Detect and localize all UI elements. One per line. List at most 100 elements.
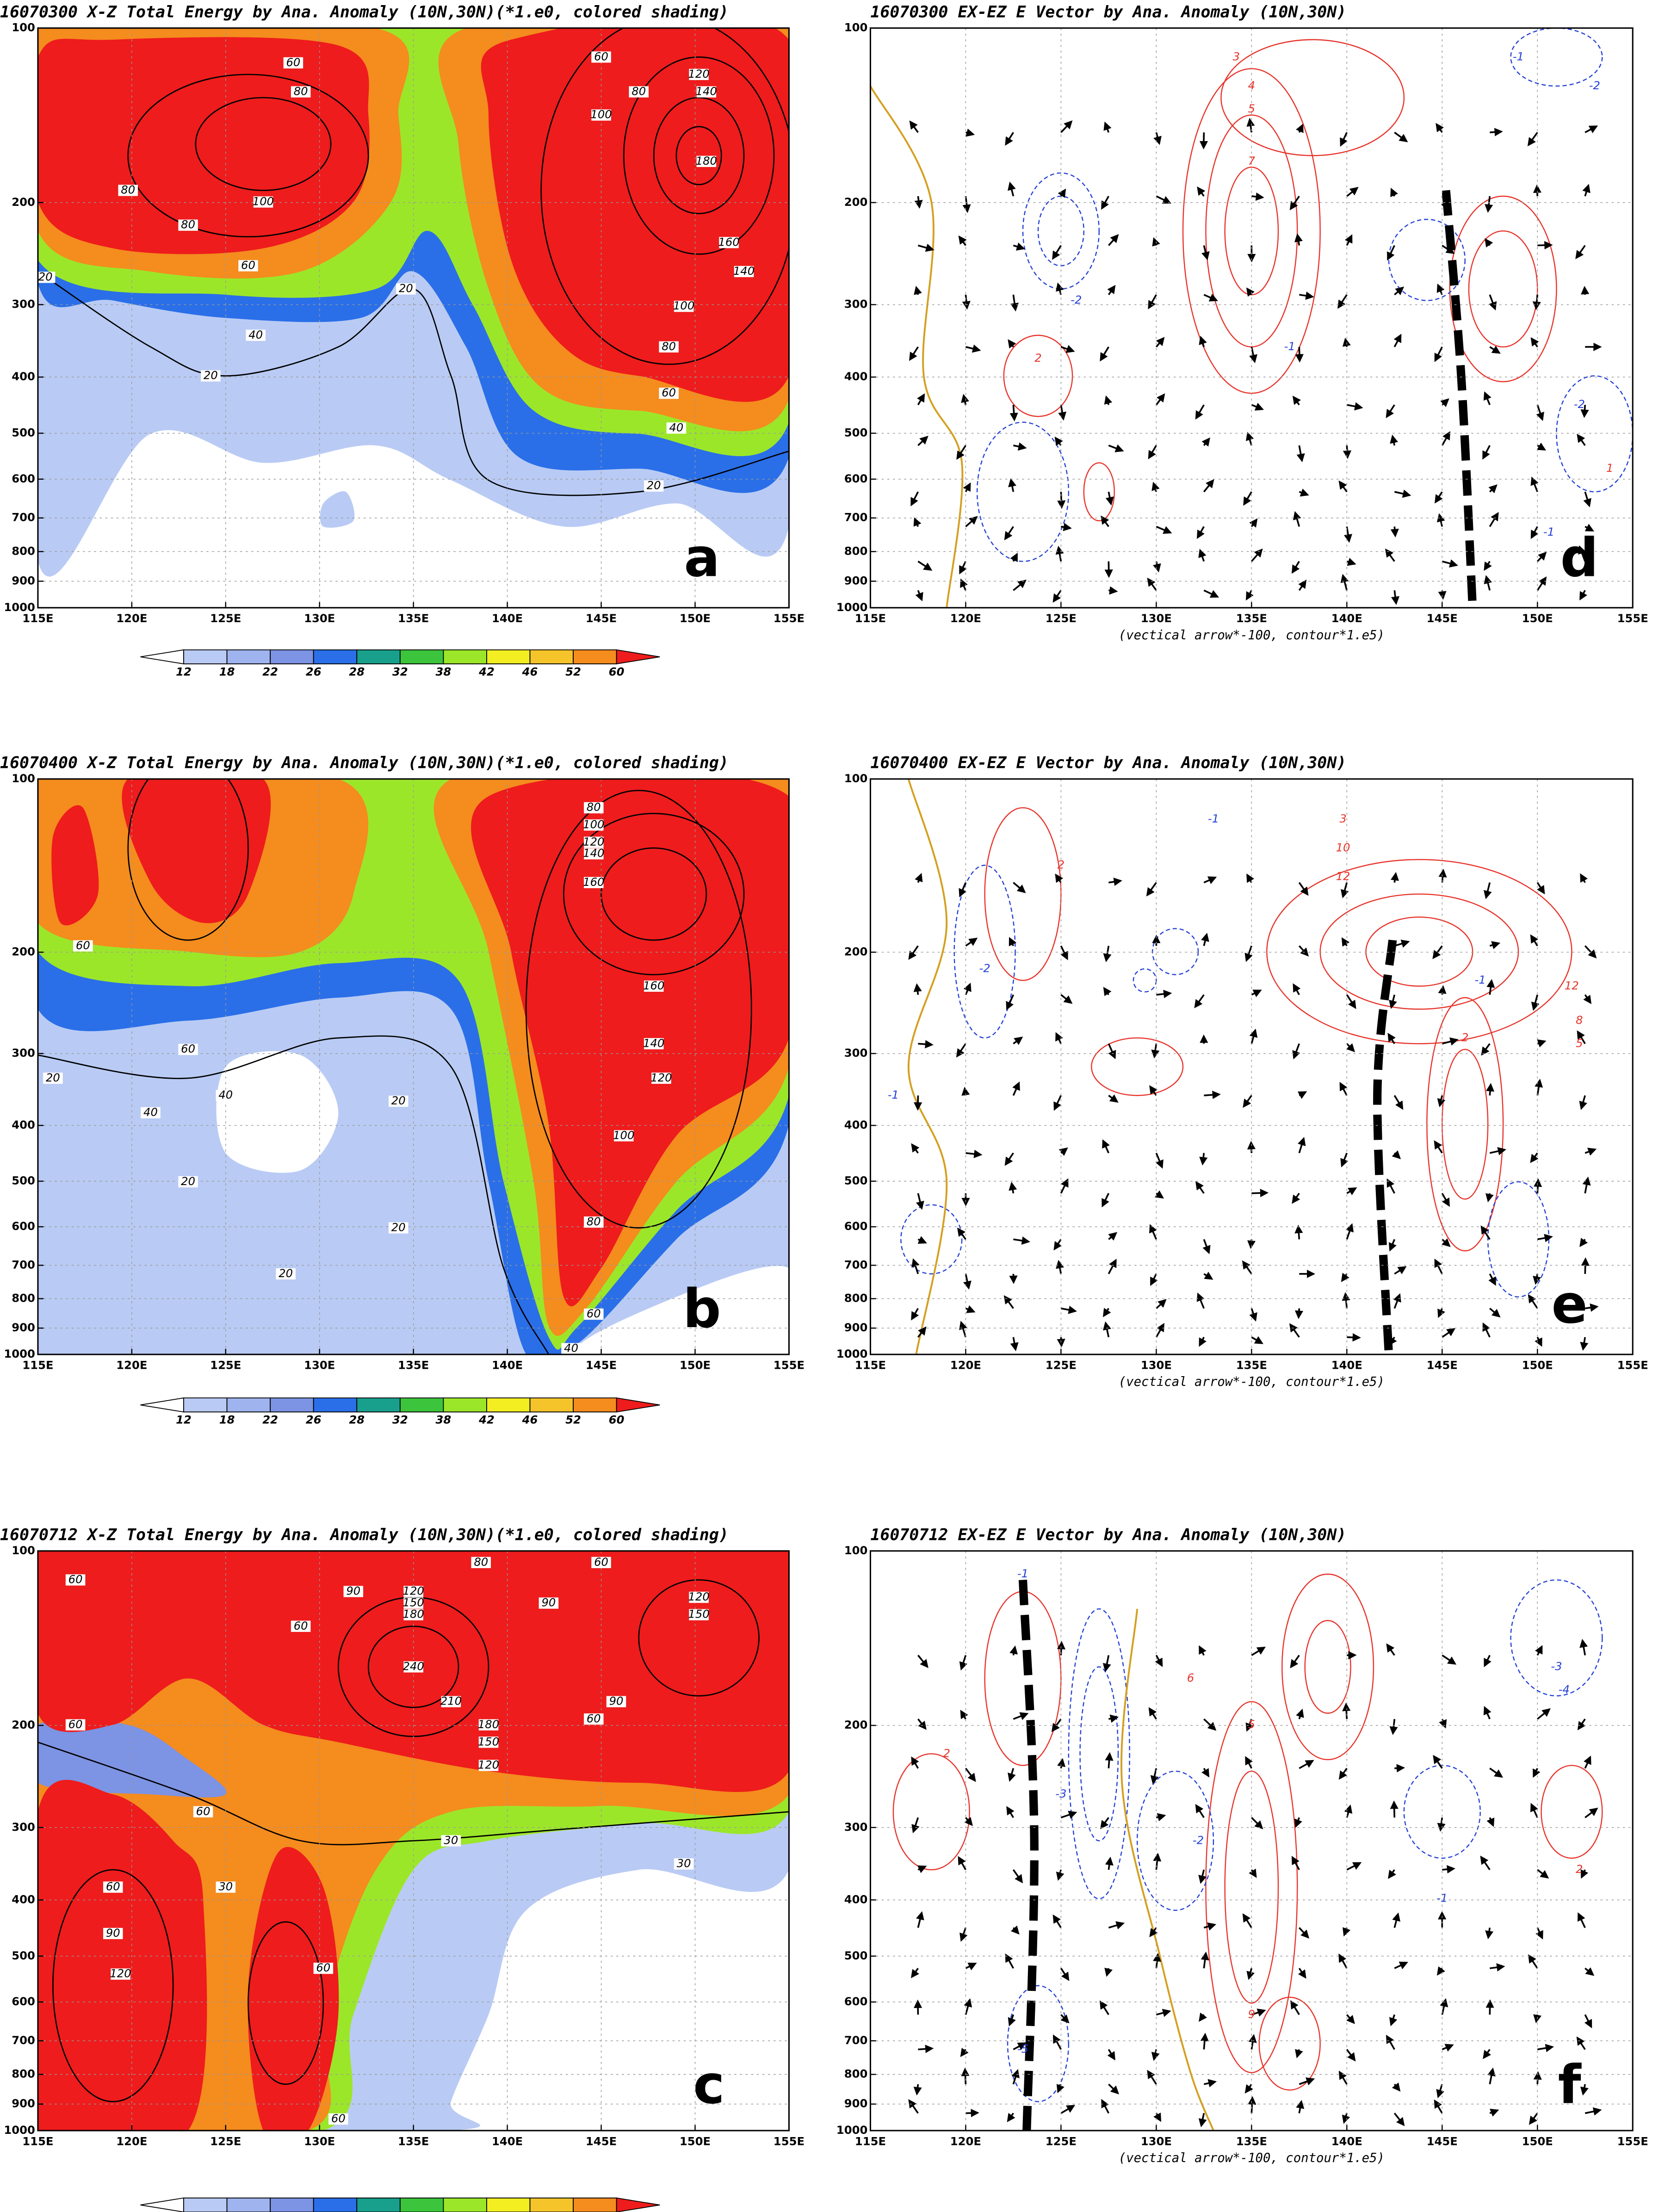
flux-arrow: [1058, 188, 1066, 198]
flux-arrow: [1487, 2067, 1496, 2085]
flux-arrow: [1199, 1645, 1207, 1656]
flux-arrow: [1148, 445, 1157, 459]
x-tick-label: 150E: [680, 1358, 711, 1372]
contour-label: 60: [331, 2112, 346, 2125]
colorbar-swatch: [270, 1397, 314, 1413]
plot-area: 8010012014016016014012010080604060604040…: [37, 779, 789, 1355]
flux-arrow: [1530, 1803, 1538, 1818]
flux-arrow: [1296, 445, 1305, 463]
flux-arrow: [1251, 2008, 1266, 2017]
flux-arrow: [1394, 939, 1410, 948]
x-tick-label: 155E: [1617, 2134, 1648, 2148]
flux-arrow: [1535, 1336, 1542, 1347]
colorbar-label: 18: [219, 1413, 235, 1427]
contour-label: 20: [204, 369, 218, 382]
trough-axis-line: [1373, 939, 1397, 1355]
flux-arrow: [914, 285, 922, 295]
plot-area: -1 -2 3 5 7 -2 2 -1 -2 -1 1 4: [870, 28, 1633, 608]
positive-contour: [1205, 1701, 1298, 2073]
contour-label: 20: [399, 282, 413, 295]
flux-arrow: [1533, 2014, 1542, 2023]
y-tick-label: 400: [12, 1118, 35, 1131]
negative-contour: [953, 865, 1016, 1039]
flux-arrow: [1436, 1966, 1445, 1976]
contour-label: 150: [688, 1607, 709, 1621]
contour-label: 60: [181, 1042, 195, 1056]
shaded-region: [122, 779, 271, 923]
contour-label: 80: [294, 85, 308, 98]
x-tick-label: 125E: [210, 1358, 241, 1372]
x-tick-label: 135E: [1236, 612, 1267, 625]
flux-arrow: [1152, 1953, 1162, 1969]
flux-arrow: [1337, 294, 1348, 309]
flux-arrow: [911, 1308, 919, 1321]
x-tick-label: 135E: [1236, 1358, 1267, 1372]
flux-arrow: [1394, 286, 1405, 296]
flux-arrow: [1342, 1292, 1350, 1309]
flux-arrow: [1203, 479, 1214, 493]
flux-arrow: [1058, 1147, 1068, 1156]
flux-arrow: [1338, 480, 1348, 493]
flux-arrow: [910, 491, 919, 507]
flux-arrow: [1528, 1954, 1538, 1969]
y-tick-label: 500: [12, 426, 35, 439]
flux-arrow: [1344, 234, 1353, 246]
contour-line: [195, 97, 332, 191]
negative-contour: [1079, 1666, 1119, 1841]
flux-arrow: [914, 196, 923, 209]
flux-arrow: [908, 2099, 919, 2114]
contour-label: 150: [403, 1596, 424, 1609]
flux-arrow: [1243, 491, 1252, 506]
flux-arrow: [1199, 1336, 1207, 1347]
y-tick-label: 800: [844, 1291, 868, 1305]
flux-arrow: [1438, 590, 1447, 600]
contour-line: [653, 97, 745, 215]
contour-label: 30: [444, 1833, 458, 1847]
flux-arrow: [1342, 2113, 1350, 2124]
flux-arrow: [1489, 346, 1501, 354]
flux-arrow: [1155, 1322, 1164, 1338]
flux-arrow: [1103, 945, 1112, 963]
flux-arrow: [1294, 1224, 1303, 1240]
contour-label-bg: [734, 266, 754, 278]
flux-arrow: [1201, 1951, 1209, 1969]
flux-arrow: [1390, 872, 1399, 883]
y-tick-label: 100: [844, 772, 868, 785]
flux-arrow: [1052, 590, 1062, 603]
colorbar-swatch: [226, 2197, 271, 2212]
flux-arrow: [1006, 1806, 1015, 1818]
panel-letter: b: [683, 1278, 721, 1340]
x-tick-label: 130E: [304, 612, 335, 625]
flux-arrow: [1251, 1336, 1263, 1344]
y-tick-label: 200: [12, 1718, 35, 1731]
contour-label: -2: [1071, 293, 1082, 307]
contour-label: 12: [1565, 979, 1579, 992]
flux-arrow: [1530, 526, 1539, 539]
flux-arrow: [917, 1865, 927, 1873]
y-tick-label: 600: [844, 1995, 868, 2008]
flux-arrow: [1249, 1308, 1257, 1322]
flux-arrow: [1008, 2014, 1016, 2027]
contour-label-bg: [291, 1620, 311, 1632]
contour-label: 120: [110, 1967, 131, 1980]
flux-arrow: [1435, 491, 1443, 504]
flux-arrow: [1010, 294, 1019, 312]
contour-label: 2: [1461, 1031, 1468, 1044]
flux-arrow: [1195, 1804, 1205, 1818]
contour-label-bg: [614, 1130, 634, 1142]
y-tick-label: 300: [12, 297, 35, 311]
flux-arrow: [1060, 1968, 1070, 1981]
contour-label-bg: [118, 185, 138, 196]
zero-contour: [870, 86, 964, 608]
flux-arrow: [1251, 402, 1264, 411]
flux-arrow: [1108, 1232, 1118, 1241]
y-tick-label: 800: [12, 2067, 35, 2081]
y-tick-label: 800: [12, 1291, 35, 1305]
colorbar-label: 28: [349, 1413, 365, 1427]
contour-label: 9: [1248, 2007, 1255, 2020]
flux-arrow: [965, 1767, 976, 1782]
panel-title: 16070400 X-Z Total Energy by Ana. Anomal…: [0, 754, 729, 772]
flux-arrow: [1482, 445, 1491, 460]
flux-arrow: [1108, 2083, 1120, 2095]
flux-arrow: [1536, 442, 1547, 451]
